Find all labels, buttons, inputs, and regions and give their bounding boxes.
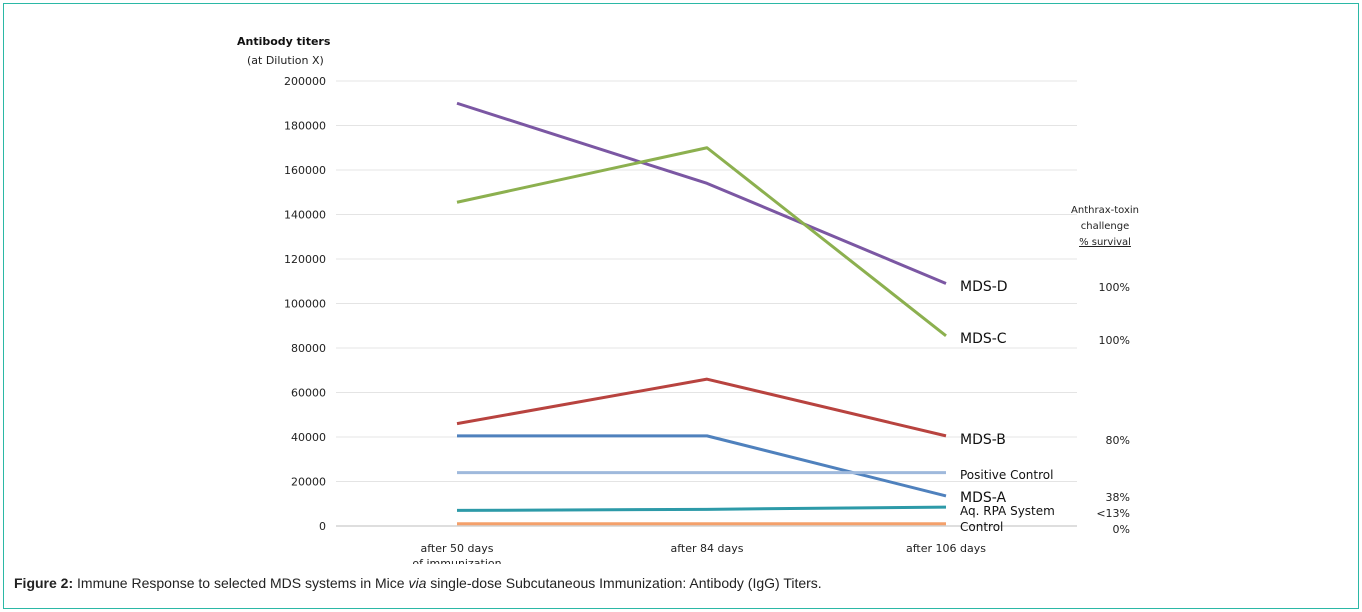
x-tick-label: after 84 days [671, 542, 744, 555]
series-label: Control [960, 520, 1003, 534]
figure-frame: 0 20000 40000 60000 80000 100000 120000 140000 1… [3, 3, 1359, 609]
y-tick-label: 160000 [284, 164, 326, 177]
caption-text-before: Immune Response to selected MDS systems … [73, 575, 409, 591]
caption-text-after: single-dose Subcutaneous Immunization: A… [426, 575, 822, 591]
x-tick-label: of immunization [412, 557, 501, 564]
y-tick-label: 20000 [291, 476, 326, 489]
survival-header-line: % survival [1079, 237, 1131, 248]
survival-value: 100% [1099, 334, 1130, 347]
y-tick-label: 60000 [291, 387, 326, 400]
y-tick-label: 120000 [284, 253, 326, 266]
survival-value: 38% [1106, 491, 1130, 504]
series-label: MDS-D [960, 279, 1008, 295]
y-tick-label: 100000 [284, 298, 326, 311]
caption-italic: via [408, 575, 427, 591]
series-label: MDS-B [960, 432, 1006, 448]
survival-header-line: challenge [1081, 221, 1130, 232]
series-label: MDS-C [960, 331, 1007, 347]
survival-value: 100% [1099, 281, 1130, 294]
line-chart: 0 20000 40000 60000 80000 100000 120000 140000 1… [237, 35, 1139, 564]
y-axis-subtitle: (at Dilution X) [247, 54, 324, 67]
series-label: MDS-A [960, 490, 1006, 506]
series-label: Positive Control [960, 468, 1053, 482]
y-tick-label: 140000 [284, 209, 326, 222]
y-tick-label: 0 [319, 520, 326, 533]
y-tick-label: 180000 [284, 120, 326, 133]
series-line-aq-rpa-system [456, 505, 947, 512]
series-label: Aq. RPA System [960, 504, 1055, 518]
series-line-mds-b [456, 377, 947, 438]
survival-value: 80% [1106, 434, 1130, 447]
series-line-mds-c [456, 146, 947, 337]
survival-value: 0% [1113, 523, 1130, 536]
y-tick-label: 200000 [284, 75, 326, 88]
y-tick-label: 40000 [291, 431, 326, 444]
figure-caption: Figure 2: Immune Response to selected MD… [14, 575, 822, 591]
series-line-mds-d [456, 101, 947, 285]
series-line-mds-a [457, 434, 947, 498]
x-tick-label: after 50 days [421, 542, 494, 555]
survival-header-line: Anthrax-toxin [1071, 205, 1139, 216]
survival-value: <13% [1096, 507, 1130, 520]
y-axis-title: Antibody titers [237, 35, 331, 48]
caption-label: Figure 2: [14, 575, 74, 591]
x-tick-label: after 106 days [906, 542, 986, 555]
y-tick-label: 80000 [291, 342, 326, 355]
